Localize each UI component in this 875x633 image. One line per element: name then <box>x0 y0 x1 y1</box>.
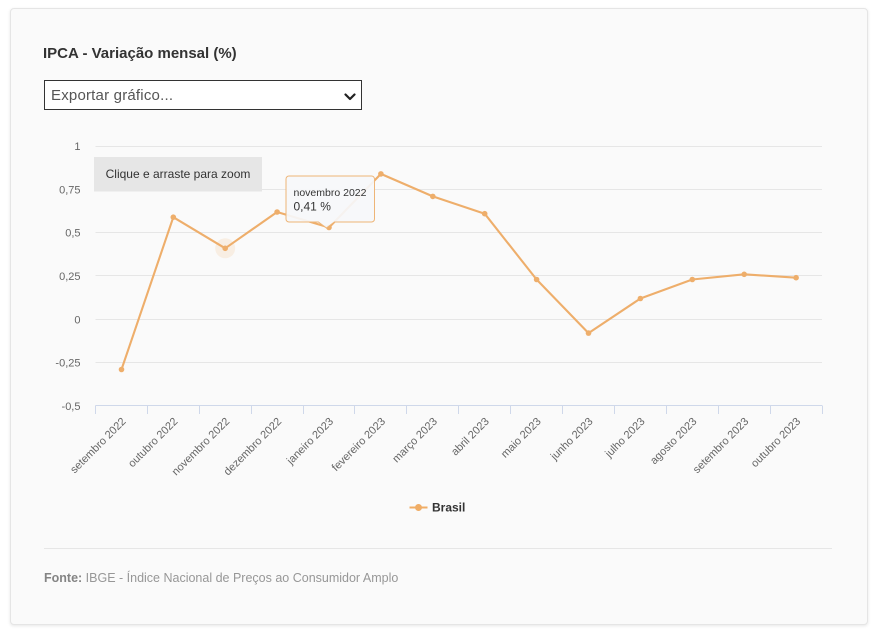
svg-text:-0,25: -0,25 <box>55 358 80 370</box>
svg-text:junho 2023: junho 2023 <box>548 416 596 464</box>
svg-text:novembro 2022: novembro 2022 <box>294 187 367 199</box>
svg-text:fevereiro 2023: fevereiro 2023 <box>330 416 388 474</box>
svg-text:0,41 %: 0,41 % <box>294 200 332 214</box>
svg-text:-0,5: -0,5 <box>62 401 81 413</box>
svg-text:0,75: 0,75 <box>59 185 80 197</box>
svg-text:setembro 2022: setembro 2022 <box>68 416 128 476</box>
svg-text:março 2023: março 2023 <box>390 416 440 466</box>
svg-text:outubro 2023: outubro 2023 <box>749 416 803 470</box>
svg-text:Brasil: Brasil <box>432 501 465 515</box>
svg-text:0,25: 0,25 <box>59 271 80 283</box>
svg-text:Clique e arraste para zoom: Clique e arraste para zoom <box>106 167 251 181</box>
svg-text:0,5: 0,5 <box>65 228 80 240</box>
svg-text:outubro 2022: outubro 2022 <box>126 416 180 470</box>
svg-text:janeiro 2023: janeiro 2023 <box>284 416 336 468</box>
svg-text:agosto 2023: agosto 2023 <box>648 416 699 467</box>
svg-text:julho 2023: julho 2023 <box>602 416 647 461</box>
svg-text:setembro 2023: setembro 2023 <box>691 416 751 476</box>
svg-text:0: 0 <box>74 314 80 326</box>
svg-text:1: 1 <box>74 141 80 153</box>
svg-text:abril 2023: abril 2023 <box>449 416 492 459</box>
svg-text:maio 2023: maio 2023 <box>499 416 544 461</box>
